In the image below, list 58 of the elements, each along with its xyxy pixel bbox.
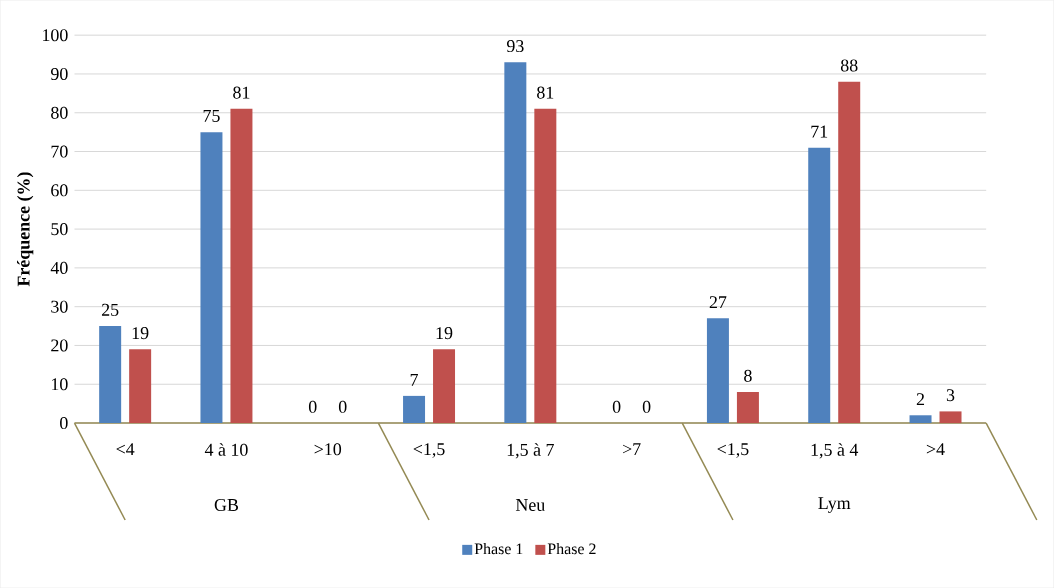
data-label: 81	[233, 86, 250, 99]
bar	[230, 108, 253, 423]
y-tick-label: 50	[51, 222, 68, 236]
x-tick-label: 1,5 à 4	[811, 443, 859, 459]
bar	[706, 318, 729, 423]
bar	[504, 62, 527, 423]
y-tick-label: 40	[50, 261, 68, 274]
data-label: 19	[436, 327, 453, 340]
y-tick-label: 10	[51, 378, 68, 391]
y-tick-label: 90	[50, 67, 68, 80]
legend-label: Phase 1	[474, 542, 523, 555]
bar	[736, 391, 759, 423]
x-tick-label: 4 à 10	[204, 443, 248, 456]
y-tick-label: 80	[51, 106, 68, 119]
data-label: 19	[132, 327, 149, 340]
bar	[200, 132, 223, 423]
y-tick-label: 0	[60, 416, 68, 429]
bar	[939, 411, 962, 423]
text: Neu	[515, 498, 545, 511]
data-label: 81	[537, 86, 554, 99]
data-label: 0	[612, 400, 621, 413]
x-tick-label: 1,5 à 7	[507, 443, 554, 459]
data-label: 0	[642, 400, 651, 413]
y-tick-label: 60	[51, 184, 68, 197]
x-tick-label: >7	[623, 443, 641, 455]
x-tick-label: <1,5	[413, 443, 445, 458]
data-label: 25	[101, 303, 119, 316]
y-axis-title: Fréquence (%)	[17, 172, 34, 287]
bar	[403, 395, 426, 423]
x-tick-label: <4	[116, 443, 135, 455]
data-label: 3	[946, 389, 955, 402]
y-tick-label: 20	[51, 339, 68, 352]
text: Lym	[818, 497, 851, 513]
bar	[909, 415, 932, 423]
data-label: 0	[338, 400, 347, 413]
data-label: 8	[744, 369, 752, 382]
bar	[99, 325, 122, 423]
data-label: 93	[506, 40, 524, 53]
bar	[534, 108, 557, 423]
y-tick-label: 100	[43, 29, 68, 42]
bar	[433, 349, 456, 423]
data-label: 2	[916, 393, 925, 405]
data-label: 27	[709, 296, 727, 309]
bar	[838, 81, 861, 423]
bar	[808, 147, 831, 423]
x-tick-label: >4	[926, 443, 945, 455]
data-label: 88	[840, 59, 858, 72]
text: GB	[214, 498, 239, 511]
x-tick-label: <1,5	[717, 443, 749, 458]
data-label: 71	[811, 125, 828, 138]
legend-label: Phase 2	[547, 542, 596, 555]
y-tick-label: 70	[51, 145, 68, 158]
x-tick-label: >10	[314, 443, 342, 456]
data-label: 0	[308, 400, 317, 413]
data-label: 75	[203, 109, 220, 122]
data-label: 7	[410, 373, 419, 386]
bar	[129, 349, 152, 423]
y-tick-label: 30	[51, 300, 68, 313]
